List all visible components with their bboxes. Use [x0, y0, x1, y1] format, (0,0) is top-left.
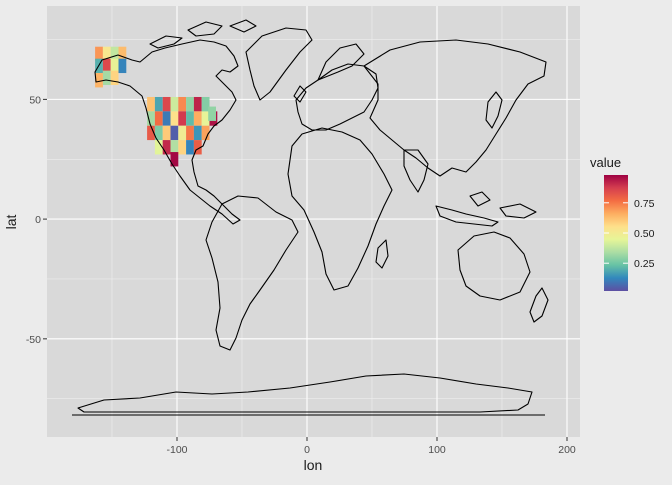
data-cell — [162, 111, 171, 126]
data-cell — [186, 140, 194, 155]
indonesia-outline — [435, 191, 537, 227]
data-cell — [170, 152, 179, 167]
data-cell — [162, 125, 171, 141]
legend-ticks: 0.25 0.50 0.75 — [604, 198, 655, 270]
greenland-outline — [245, 27, 313, 101]
madagascar-outline — [375, 239, 389, 269]
data-cell — [110, 70, 119, 86]
new-zealand-outline — [529, 287, 549, 323]
data-cell — [118, 46, 127, 62]
africa-outline — [287, 127, 393, 291]
data-cell — [201, 96, 210, 112]
data-cell — [170, 125, 179, 141]
y-tick-label: 0 — [35, 214, 41, 226]
australia-outline — [457, 231, 531, 301]
x-tick-label: 0 — [304, 444, 310, 456]
legend-tick-label: 0.25 — [634, 258, 655, 270]
legend-tick-label: 0.75 — [634, 198, 655, 210]
y-tick-label: 50 — [29, 94, 41, 106]
data-cell — [178, 96, 187, 112]
data-cell — [193, 111, 202, 126]
north-america-outline — [94, 39, 241, 225]
data-cell — [162, 96, 171, 112]
y-axis-title: lat — [3, 215, 19, 230]
data-cell — [154, 125, 163, 141]
data-cell — [193, 125, 202, 141]
scandinavia-outline — [293, 43, 365, 103]
data-cell — [193, 140, 202, 155]
data-cell — [178, 125, 187, 141]
data-cell — [162, 140, 171, 155]
data-cell — [102, 70, 111, 86]
plot-panel — [47, 6, 580, 437]
data-cell — [154, 111, 163, 126]
x-tick-label: 100 — [428, 444, 446, 456]
india-outline — [403, 149, 429, 193]
data-cell — [186, 111, 194, 126]
data-cell — [201, 125, 210, 141]
data-cell — [178, 111, 187, 126]
data-cell — [147, 96, 155, 112]
data-cell — [178, 140, 187, 155]
data-cell — [170, 111, 179, 126]
asia-outline — [363, 39, 547, 177]
x-tick-label: 200 — [558, 444, 576, 456]
data-cell — [110, 46, 119, 62]
arctic-islands-outline — [149, 19, 257, 49]
x-tick-label: -100 — [166, 444, 187, 456]
japan-outline — [485, 91, 503, 129]
data-cell — [154, 140, 163, 155]
data-cell — [186, 125, 194, 141]
data-cell — [201, 111, 210, 126]
south-america-outline — [205, 195, 299, 351]
data-cell — [147, 111, 155, 126]
data-cell — [154, 96, 163, 112]
legend: value 0.25 0.50 0.75 — [590, 155, 655, 291]
legend-title: value — [590, 155, 621, 170]
europe-outline — [295, 63, 379, 131]
data-cell — [110, 58, 119, 74]
world-coastlines — [72, 19, 549, 416]
data-cell — [102, 46, 111, 62]
data-cell — [170, 140, 179, 155]
data-cell — [193, 96, 202, 112]
data-cell — [102, 58, 111, 74]
data-cell — [147, 125, 155, 141]
data-cell — [186, 96, 194, 112]
data-cell — [95, 73, 103, 88]
data-cell — [208, 106, 216, 121]
y-tick-label: -50 — [26, 334, 41, 346]
data-cell — [118, 58, 127, 74]
value-cells — [95, 46, 218, 167]
data-cell — [170, 96, 179, 112]
data-cell — [95, 46, 103, 62]
grid-major — [47, 6, 580, 437]
x-axis-title: lon — [304, 457, 323, 473]
y-axis-ticks: -50 0 50 — [26, 94, 47, 346]
legend-tick-label: 0.50 — [634, 228, 655, 240]
antarctica-outline — [77, 373, 533, 413]
x-axis-ticks: -100 0 100 200 — [166, 437, 576, 456]
